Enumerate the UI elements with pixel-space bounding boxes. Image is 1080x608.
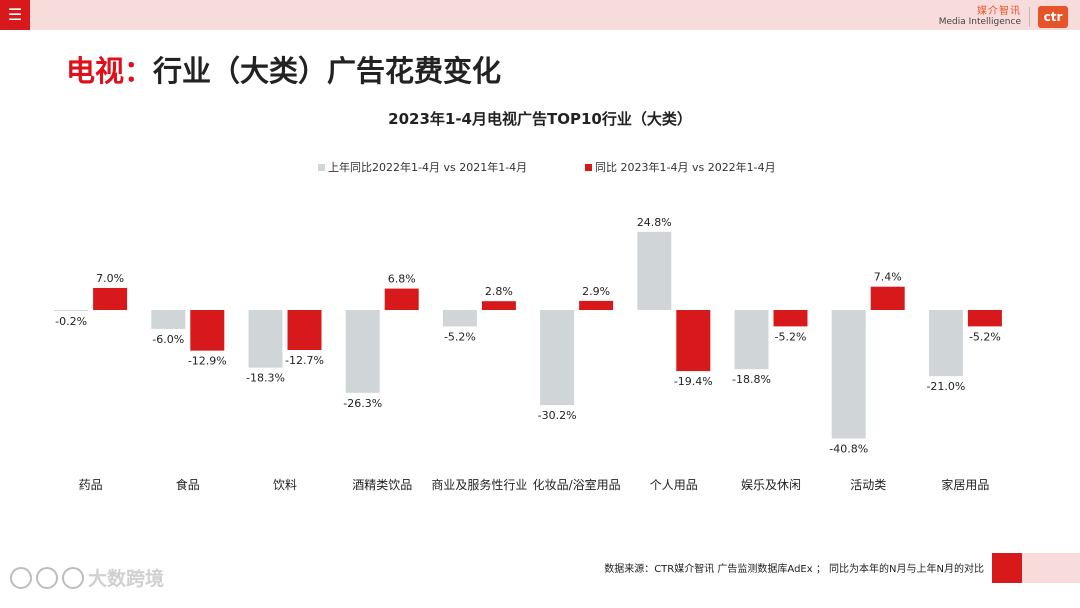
- chart-title: 2023年1-4月电视广告TOP10行业（大类）: [388, 110, 692, 128]
- data-source-note: 数据来源：CTR媒介智讯 广告监测数据库AdEx ； 同比为本年的N月与上年N月…: [604, 564, 984, 575]
- category-label-6: 个人用品: [650, 478, 698, 492]
- page-title-prefix: 电视：: [66, 54, 154, 88]
- bar-s0-0: [54, 310, 89, 311]
- legend-swatch-0: [318, 164, 325, 171]
- category-label-0: 药品: [79, 478, 103, 492]
- bar-s1-8: [870, 286, 905, 310]
- bar-s1-6: [676, 310, 711, 372]
- watermark-text: 大数跨境: [88, 568, 165, 590]
- bar-s0-9: [928, 310, 963, 377]
- ctr-logo-icon: ctr: [1038, 6, 1068, 28]
- data-label-s0-0: -0.2%: [55, 315, 87, 328]
- legend-label-1: 同比 2023年1-4月 vs 2022年1-4月: [595, 160, 776, 174]
- category-label-8: 活动类: [850, 478, 886, 492]
- bar-s1-4: [481, 301, 516, 310]
- data-label-s0-8: -40.8%: [829, 443, 868, 456]
- data-label-s0-4: -5.2%: [444, 330, 476, 343]
- data-label-s0-7: -18.8%: [732, 373, 771, 386]
- data-label-s1-6: -19.4%: [674, 375, 713, 388]
- watermark-circle-icon: [36, 566, 58, 589]
- footer-red-block: [992, 553, 1022, 583]
- data-label-s1-4: 2.8%: [485, 285, 513, 298]
- brand-text: 媒介智讯 Media Intelligence: [939, 6, 1021, 28]
- data-label-s1-3: 6.8%: [388, 273, 416, 286]
- page-title: 电视：行业（大类）广告花费变化: [66, 48, 501, 90]
- menu-icon[interactable]: ☰: [0, 0, 30, 30]
- legend-swatch-1: [585, 164, 592, 171]
- bar-chart: 上年同比2022年1-4月 vs 2021年1-4月 同比 2023年1-4月 v…: [54, 160, 1002, 492]
- footer-pink-block: [1022, 553, 1080, 583]
- data-label-s1-8: 7.4%: [874, 271, 902, 284]
- brand-divider: [1029, 7, 1030, 27]
- data-label-s1-1: -12.9%: [188, 355, 227, 368]
- data-label-s0-2: -18.3%: [246, 372, 285, 385]
- category-label-3: 酒精类饮品: [352, 478, 412, 492]
- bar-s1-1: [190, 310, 225, 351]
- data-label-s1-9: -5.2%: [969, 330, 1001, 343]
- bar-s1-2: [287, 310, 322, 351]
- watermark-circle-icon: [10, 566, 32, 589]
- bar-s0-6: [637, 231, 672, 310]
- bar-s0-3: [345, 310, 380, 393]
- category-label-9: 家居用品: [941, 477, 989, 492]
- data-label-s0-9: -21.0%: [926, 380, 965, 393]
- bar-s1-3: [384, 288, 419, 310]
- data-label-s0-3: -26.3%: [343, 397, 382, 410]
- category-label-7: 娱乐及休闲: [741, 478, 801, 492]
- brand-logo-group: 媒介智讯 Media Intelligence ctr: [939, 4, 1068, 30]
- bar-s1-5: [579, 300, 614, 310]
- brand-name-en: Media Intelligence: [938, 17, 1021, 27]
- category-label-4: 商业及服务性行业: [431, 477, 527, 492]
- bar-s1-0: [93, 287, 128, 310]
- watermark-circle-icon: [62, 566, 84, 589]
- data-label-s1-0: 7.0%: [96, 272, 124, 285]
- bar-s0-8: [831, 310, 866, 439]
- category-label-1: 食品: [176, 477, 200, 492]
- data-label-s0-6: 24.8%: [637, 216, 672, 229]
- watermark: 大数跨境: [10, 564, 164, 591]
- data-label-s1-5: 2.9%: [582, 285, 610, 298]
- category-label-2: 饮料: [273, 478, 297, 492]
- bar-s1-7: [773, 310, 808, 327]
- page-title-rest: 行业（大类）广告花费变化: [153, 54, 502, 88]
- data-label-s0-5: -30.2%: [538, 409, 577, 422]
- category-label-5: 化妆品/浴室用品: [533, 477, 621, 492]
- brand-name-cn: 媒介智讯: [977, 6, 1021, 17]
- top-bar: [0, 0, 1080, 30]
- bar-s0-4: [442, 310, 477, 327]
- bar-s0-7: [734, 310, 769, 370]
- data-label-s0-1: -6.0%: [152, 333, 184, 346]
- legend-label-0: 上年同比2022年1-4月 vs 2021年1-4月: [328, 160, 527, 174]
- bar-s1-9: [967, 310, 1002, 327]
- data-label-s1-7: -5.2%: [775, 330, 807, 343]
- bar-s0-5: [540, 310, 575, 406]
- data-label-s1-2: -12.7%: [285, 354, 324, 367]
- bar-s0-2: [248, 310, 283, 368]
- bar-s0-1: [151, 310, 186, 329]
